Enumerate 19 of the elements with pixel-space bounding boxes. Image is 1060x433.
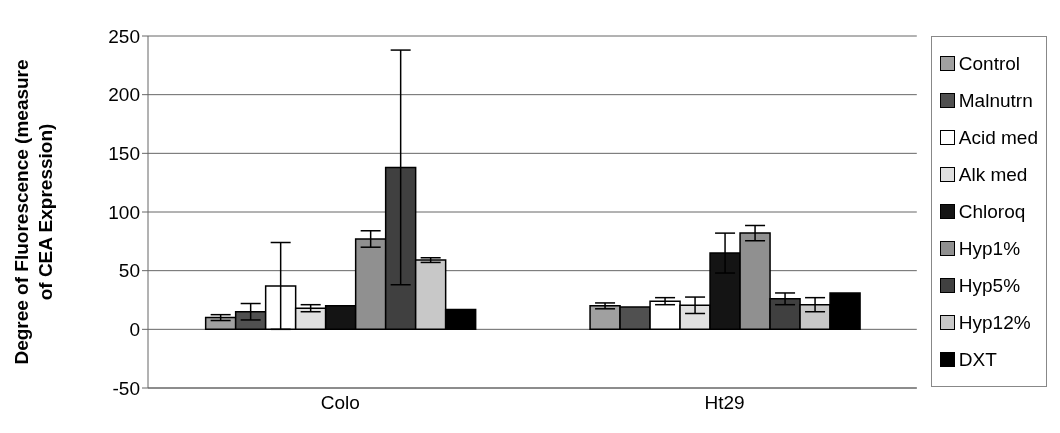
- y-tick-label: 150: [108, 143, 140, 165]
- y-tick-label: 200: [108, 84, 140, 106]
- y-tick-label: 100: [108, 201, 140, 223]
- legend-label: Acid med: [958, 126, 1038, 149]
- legend-label: Control: [958, 52, 1021, 75]
- legend-label: Chloroq: [958, 200, 1026, 223]
- x-tick-label: Colo: [320, 392, 360, 414]
- x-tick-label: Ht29: [704, 392, 745, 414]
- legend-label: Hyp1%: [958, 237, 1021, 260]
- legend-label: Hyp5%: [958, 274, 1021, 297]
- legend-label: Alk med: [958, 163, 1028, 186]
- y-tick-label: -50: [112, 377, 140, 399]
- y-tick-label: 50: [118, 260, 140, 282]
- legend-label: Hyp12%: [958, 311, 1031, 334]
- y-tick-label: 250: [108, 25, 140, 47]
- legend-label: DXT: [958, 348, 997, 371]
- y-axis-title: Degree of Fluorescence (measure of CEA Expression): [11, 59, 56, 365]
- y-tick-label: 0: [129, 319, 140, 341]
- legend-label: Malnutrn: [958, 89, 1033, 112]
